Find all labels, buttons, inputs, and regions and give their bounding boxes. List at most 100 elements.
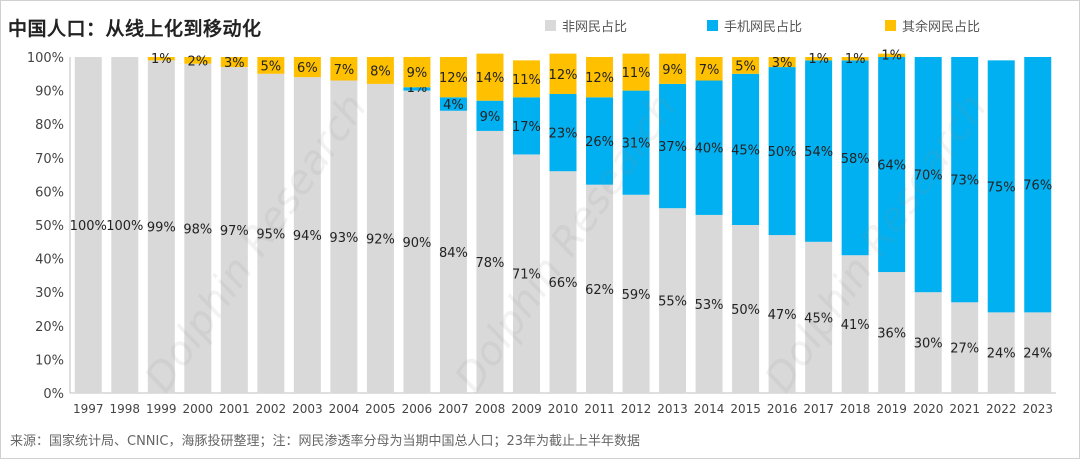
data-label: 90% [402,236,431,251]
x-tick-label: 2010 [548,402,579,416]
bar-segment-mobile-netizen [732,73,760,225]
y-tick-label: 100% [27,51,64,66]
data-label: 41% [841,318,870,333]
bar-segment-non-netizen [951,302,979,393]
data-label: 12% [439,71,468,86]
data-label: 62% [585,283,614,298]
data-label: 24% [1023,347,1052,362]
x-tick-label: 2015 [730,402,761,416]
data-label: 1% [151,52,172,67]
bar-segment-mobile-netizen [841,60,869,256]
data-label: 94% [293,229,322,244]
bar-segment-mobile-netizen [403,87,431,91]
data-label: 37% [658,140,687,155]
data-label: 36% [877,327,906,342]
data-label: 100% [106,219,143,234]
data-label: 84% [439,246,468,261]
legend-swatch-other-netizen [885,20,896,31]
data-label: 98% [183,222,212,237]
x-tick-label: 2001 [219,402,250,416]
bar-segment-other-netizen [184,57,212,64]
bar-segment-non-netizen [257,73,285,394]
data-label: 6% [297,61,318,76]
bar-segment-other-netizen [512,60,540,98]
x-tick-label: 2004 [329,402,360,416]
bar-segment-mobile-netizen [695,80,723,215]
x-tick-label: 2016 [767,402,798,416]
data-label: 17% [512,120,541,135]
bar-segment-non-netizen [1024,312,1052,393]
bar-segment-non-netizen [805,241,833,393]
bar-segment-other-netizen [549,53,577,94]
data-label: 100% [70,219,107,234]
bar-segment-non-netizen [439,110,467,393]
data-label: 78% [476,256,505,271]
bar-segment-other-netizen [403,57,431,88]
data-label: 3% [224,56,245,71]
bar-segment-non-netizen [184,63,212,393]
data-label: 45% [804,311,833,326]
x-tick-label: 2008 [475,402,506,416]
data-label: 93% [329,231,358,246]
x-tick-label: 2011 [584,402,615,416]
bar-segment-non-netizen [659,208,687,393]
data-label: 9% [407,66,428,81]
legend-label-non-netizen: 非网民占比 [562,20,628,35]
x-tick-label: 2022 [986,402,1017,416]
bar-segment-non-netizen [549,171,577,393]
x-tick-label: 2018 [840,402,871,416]
bar-segment-other-netizen [439,57,467,98]
data-label: 9% [662,63,683,78]
x-tick-label: 2017 [803,402,834,416]
bar-segment-other-netizen [768,57,796,68]
bar-segment-non-netizen [914,292,942,393]
data-label: 2% [188,54,209,69]
data-label: 59% [622,288,651,303]
x-tick-label: 2005 [365,402,396,416]
bar-segment-non-netizen [330,80,358,394]
x-tick-label: 2021 [949,402,980,416]
bar-segment-mobile-netizen [659,83,687,209]
bar-segment-other-netizen [695,57,723,81]
y-tick-label: 20% [35,320,64,335]
data-label: 55% [658,295,687,310]
bar-segment-other-netizen [220,57,248,68]
bar-segment-other-netizen [586,57,614,98]
data-label: 64% [877,159,906,174]
x-tick-label: 2009 [511,402,542,416]
legend-label-mobile-netizen: 手机网民占比 [724,20,803,35]
data-label: 54% [804,145,833,160]
source-note: 来源：国家统计局、CNNIC，海豚投研整理；注：网民渗透率分母为当期中国总人口；… [10,434,640,449]
x-tick-label: 2019 [876,402,907,416]
bar-segment-mobile-netizen [878,57,906,273]
data-label: 92% [366,232,395,247]
bar-segment-mobile-netizen [439,97,467,111]
y-tick-label: 80% [35,118,64,133]
data-label: 12% [585,71,614,86]
x-tick-label: 2013 [657,402,688,416]
bar-segment-non-netizen [732,225,760,393]
data-label: 45% [731,143,760,158]
y-tick-label: 90% [35,85,64,100]
bar-segment-non-netizen [878,272,906,393]
data-label: 24% [987,347,1016,362]
bar-segment-mobile-netizen [622,90,650,195]
bar-segment-other-netizen [841,57,869,61]
bar-segment-mobile-netizen [476,100,504,131]
bar-segment-other-netizen [659,53,687,84]
data-label: 8% [370,64,391,79]
bar-segment-non-netizen [366,83,394,393]
bar-segment-other-netizen [330,57,358,81]
bar-segment-non-netizen [111,57,139,393]
data-label: 7% [334,63,355,78]
bar-segment-mobile-netizen [549,93,577,172]
bar-segment-mobile-netizen [914,57,942,293]
data-label: 53% [695,298,724,313]
data-label: 26% [585,135,614,150]
bar-segment-non-netizen [987,312,1015,393]
data-label: 23% [549,127,578,142]
legend-swatch-mobile-netizen [707,20,718,31]
data-label: 66% [549,276,578,291]
bar-segment-mobile-netizen [1024,57,1052,313]
